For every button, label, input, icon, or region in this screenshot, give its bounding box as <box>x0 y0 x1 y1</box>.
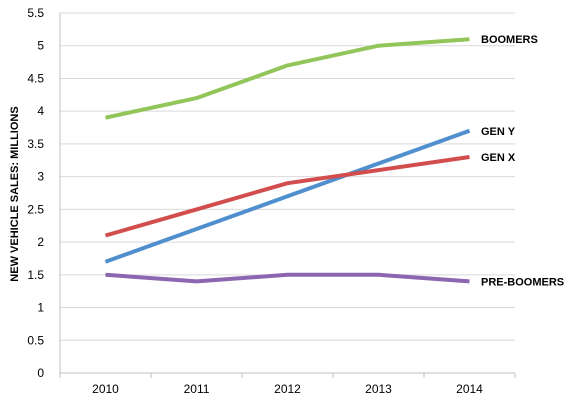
y-tick-label: 0 <box>37 366 44 380</box>
y-tick-label: 2 <box>37 235 44 249</box>
series-label-pre-boomers: PRE-BOOMERS <box>481 276 564 288</box>
series-label-gen-y: GEN Y <box>481 126 516 138</box>
y-tick-labels: 0 0.5 1 1.5 2 2.5 3 3.5 4 4.5 5 5.5 <box>27 6 44 380</box>
y-tick-label: 4 <box>37 104 44 118</box>
series-label-boomers: BOOMERS <box>481 34 538 46</box>
series-labels: BOOMERS GEN Y GEN X PRE-BOOMERS <box>481 34 564 288</box>
y-tick-label: 0.5 <box>27 333 44 347</box>
series-lines <box>104 37 471 284</box>
series-line-gen-x <box>104 155 470 238</box>
y-tick-label: 5.5 <box>27 6 44 20</box>
x-tick-label: 2010 <box>92 382 119 396</box>
y-axis-title: NEW VEHICLE SALES: MILLIONS <box>9 106 21 281</box>
x-tick-label: 2013 <box>365 382 392 396</box>
x-tick-labels: 2010 2011 2012 2013 2014 <box>92 382 483 396</box>
grid <box>60 12 515 341</box>
series-line-gen-y <box>104 128 471 264</box>
y-tick-label: 4.5 <box>27 71 44 85</box>
x-tick-label: 2012 <box>274 382 301 396</box>
series-line-boomers <box>105 37 470 120</box>
y-tick-label: 5 <box>37 39 44 53</box>
y-tick-label: 1 <box>37 301 44 315</box>
series-line-pre-boomers <box>105 272 470 284</box>
y-tick-label: 3 <box>37 170 44 184</box>
y-tick-label: 3.5 <box>27 137 44 151</box>
axes <box>59 13 516 378</box>
y-tick-label: 1.5 <box>27 268 44 282</box>
y-tick-label: 2.5 <box>27 202 44 216</box>
x-tick-label: 2014 <box>456 382 483 396</box>
x-tick-label: 2011 <box>184 382 210 396</box>
series-label-gen-x: GEN X <box>481 152 516 164</box>
